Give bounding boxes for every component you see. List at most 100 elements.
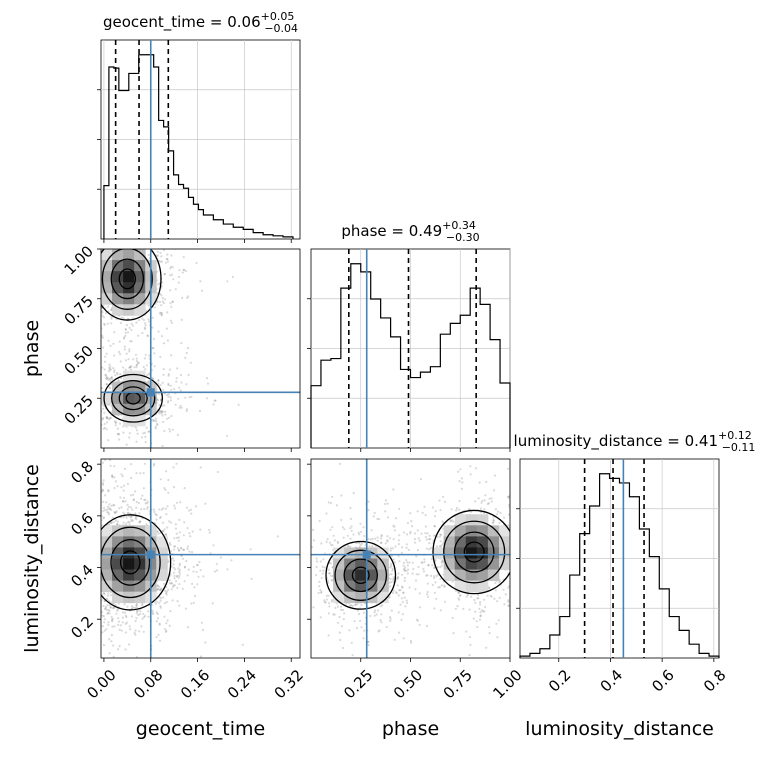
scatter-point (392, 488, 395, 491)
scatter-point (113, 504, 116, 507)
scatter-point (337, 541, 340, 545)
scatter-point (170, 388, 173, 391)
scatter-point (166, 260, 170, 263)
density-cell (465, 547, 478, 559)
scatter-point (146, 334, 149, 337)
scatter-point (168, 541, 171, 545)
scatter-point (312, 528, 315, 532)
scatter-point (301, 613, 303, 615)
density-cell (465, 580, 478, 593)
scatter-point (182, 268, 185, 271)
scatter-point (414, 588, 417, 591)
scatter-point (135, 500, 138, 504)
truth-marker (362, 550, 371, 559)
scatter-point (113, 420, 116, 423)
scatter-point (410, 520, 413, 523)
scatter-point (180, 318, 183, 321)
tick-label: 1.00 (489, 666, 525, 702)
scatter-point (179, 389, 182, 392)
scatter-point (102, 427, 105, 430)
scatter-point (395, 517, 398, 520)
scatter-point (101, 418, 104, 421)
scatter-point (178, 549, 181, 552)
scatter-point (345, 602, 348, 605)
scatter-point (373, 614, 376, 617)
scatter-point (384, 499, 388, 502)
scatter-point (512, 548, 514, 550)
density-cell (123, 414, 135, 427)
scatter-point (147, 253, 150, 257)
scatter-point (489, 594, 492, 597)
scatter-point (151, 609, 154, 612)
histogram-phase: phase = 0.49+0.34 −0.30 (307, 219, 511, 452)
scatter-point (135, 656, 138, 658)
scatter-point (424, 532, 427, 535)
contour-line (110, 258, 145, 300)
scatter-point (188, 550, 191, 553)
scatter-point (135, 321, 138, 324)
scatter-point (107, 305, 110, 308)
scatter-point (175, 462, 178, 465)
tick-label: 0.8 (67, 457, 97, 487)
scatter-point (144, 246, 146, 248)
scatter-point (327, 581, 330, 584)
scatter-point (128, 244, 130, 246)
scatter-point (403, 579, 406, 583)
scatter-point (144, 322, 147, 325)
tick-label: 1.00 (61, 242, 97, 278)
scatter-point (107, 242, 109, 244)
title-plus: +0.12 (718, 429, 752, 442)
scatter-point (160, 508, 163, 511)
scatter-point (380, 621, 383, 624)
scatter-point (135, 242, 137, 244)
scatter-point (127, 358, 130, 361)
scatter-point (392, 538, 395, 541)
scatter-point (460, 477, 463, 480)
scatter-point (134, 620, 137, 623)
scatter-point (139, 242, 141, 244)
scatter-point (172, 566, 175, 569)
scatter-point (198, 409, 202, 412)
density-cell (333, 569, 345, 582)
scatter-point (109, 365, 112, 368)
density-cell (333, 558, 345, 570)
scatter-point (507, 599, 510, 602)
scatter-point (112, 367, 115, 370)
scatter-point (117, 620, 120, 623)
scatter-point (465, 595, 468, 598)
scatter-point (379, 605, 382, 608)
scatter-point (176, 547, 179, 550)
scatter-point (170, 321, 173, 324)
scatter-point (318, 580, 321, 584)
scatter-point (212, 403, 215, 406)
scatter-point (129, 494, 132, 497)
scatter-point (433, 525, 436, 528)
scatter-point (108, 523, 111, 526)
scatter-point (474, 467, 477, 470)
scatter-point (346, 544, 349, 548)
scatter-point (386, 540, 389, 543)
scatter-point (116, 485, 119, 488)
scatter-point (102, 644, 106, 647)
scatter-point (213, 399, 216, 402)
scatter-point (512, 520, 514, 522)
scatter-point (167, 491, 170, 494)
scatter-point (410, 641, 413, 644)
contour-line (118, 268, 137, 290)
scatter-point (129, 340, 132, 343)
scatter-point (109, 464, 112, 467)
scatter-point (480, 501, 483, 504)
scatter-point (129, 366, 132, 369)
scatter-point (124, 334, 127, 337)
scatter-point (128, 436, 131, 439)
scatter-point (469, 465, 472, 468)
tick-label: 0.8 (700, 666, 730, 696)
scatter-point (103, 322, 106, 325)
scatter-point (114, 519, 118, 522)
scatter-point (173, 548, 176, 551)
scatter-point (179, 404, 182, 407)
scatter-point (452, 632, 455, 635)
scatter-point (110, 618, 114, 622)
scatter-point (125, 516, 128, 519)
scatter-point (130, 605, 134, 608)
